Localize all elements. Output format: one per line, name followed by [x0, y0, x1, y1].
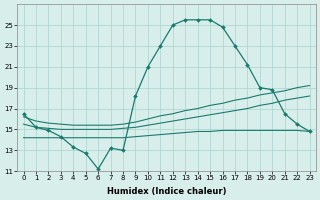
- X-axis label: Humidex (Indice chaleur): Humidex (Indice chaleur): [107, 187, 226, 196]
